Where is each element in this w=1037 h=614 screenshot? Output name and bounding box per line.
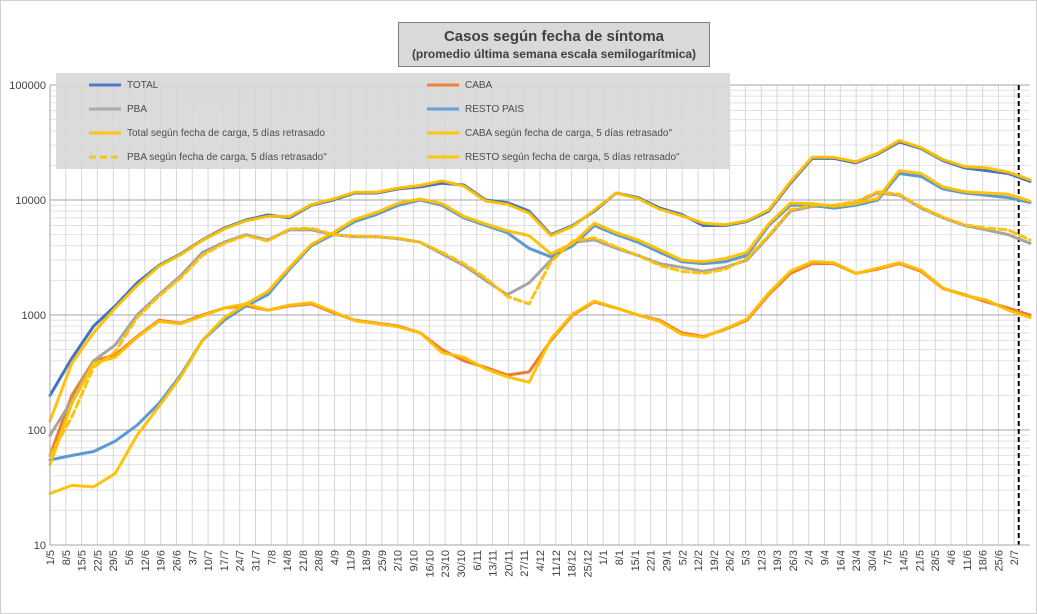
- x-tick-label: 25/9: [377, 550, 389, 571]
- x-tick-label: 2/4: [804, 550, 816, 565]
- x-tick-label: 12/2: [693, 550, 705, 571]
- legend-label: Total según fecha de carga, 5 días retra…: [127, 127, 325, 139]
- x-tick-label: 5/6: [124, 550, 136, 565]
- x-tick-label: 26/6: [171, 550, 183, 571]
- legend-item: Total según fecha de carga, 5 días retra…: [88, 125, 325, 141]
- x-tick-label: 19/3: [772, 550, 784, 571]
- series-line-5: [48, 260, 1032, 467]
- x-tick-label: 25/6: [993, 550, 1005, 571]
- legend-swatch: [426, 103, 460, 115]
- legend-swatch: [88, 151, 122, 163]
- series-line-4: [48, 138, 1032, 423]
- x-tick-label: 2/10: [393, 550, 405, 571]
- x-tick-label: 3/7: [187, 550, 199, 565]
- x-tick-label: 23/4: [851, 550, 863, 571]
- x-tick-label: 19/6: [156, 550, 168, 571]
- x-tick-label: 5/3: [740, 550, 752, 565]
- x-tick-label: 18/12: [567, 550, 579, 578]
- x-tick-label: 28/8: [314, 550, 326, 571]
- x-tick-label: 15/1: [630, 550, 642, 571]
- legend-label: RESTO PAIS: [465, 103, 525, 115]
- chart-title-box: Casos según fecha de síntoma (promedio ú…: [398, 22, 710, 67]
- x-tick-label: 4/6: [946, 550, 958, 565]
- x-tick-label: 18/9: [361, 550, 373, 571]
- x-tick-label: 28/5: [930, 550, 942, 571]
- legend-item: RESTO según fecha de carga, 5 días retra…: [426, 149, 680, 165]
- x-tick-label: 12/6: [140, 550, 152, 571]
- x-tick-label: 19/2: [709, 550, 721, 571]
- legend-swatch: [426, 151, 460, 163]
- x-tick-label: 18/6: [978, 550, 990, 571]
- x-tick-label: 22/5: [92, 550, 104, 571]
- y-tick-label: 1000: [22, 310, 46, 322]
- x-tick-label: 31/7: [250, 550, 262, 571]
- legend-item: PBA según fecha de carga, 5 días retrasa…: [88, 149, 327, 165]
- series-line-6: [48, 190, 1032, 457]
- legend-item: CABA: [426, 77, 492, 93]
- x-tick-label: 12/3: [756, 550, 768, 571]
- x-tick-label: 7/8: [266, 550, 278, 565]
- legend-swatch: [88, 79, 122, 91]
- x-tick-label: 17/7: [219, 550, 231, 571]
- x-tick-label: 21/5: [914, 550, 926, 571]
- x-tick-label: 21/8: [298, 550, 310, 571]
- x-tick-label: 11/12: [551, 550, 563, 577]
- legend-label: PBA: [127, 103, 148, 115]
- legend-item: TOTAL: [88, 77, 158, 93]
- legend-swatch: [426, 79, 460, 91]
- x-tick-label: 7/5: [883, 550, 895, 565]
- x-tick-label: 9/4: [820, 550, 832, 565]
- chart-title: Casos según fecha de síntoma: [443, 28, 665, 45]
- x-tick-label: 26/3: [788, 550, 800, 571]
- series-line-7: [48, 169, 1032, 496]
- x-tick-label: 1/5: [45, 550, 57, 565]
- y-tick-label: 10000: [15, 195, 46, 207]
- x-tick-label: 29/1: [661, 550, 673, 571]
- x-tick-label: 16/10: [424, 550, 436, 578]
- y-tick-label: 100000: [9, 80, 46, 92]
- x-tick-label: 11/6: [962, 550, 974, 571]
- x-tick-label: 9/10: [409, 550, 421, 571]
- x-tick-label: 20/11: [503, 550, 515, 577]
- x-tick-label: 15/5: [77, 550, 89, 571]
- x-tick-label: 4/12: [535, 550, 547, 571]
- x-tick-label: 5/2: [677, 550, 689, 565]
- legend-label: CABA según fecha de carga, 5 días retras…: [465, 127, 673, 139]
- legend-swatch: [88, 103, 122, 115]
- x-tick-label: 23/10: [440, 550, 452, 578]
- legend-swatch: [426, 127, 460, 139]
- x-tick-label: 8/5: [61, 550, 73, 565]
- x-tick-label: 2/7: [1009, 550, 1021, 565]
- x-tick-label: 14/8: [282, 550, 294, 571]
- legend-label: TOTAL: [127, 79, 159, 91]
- y-tick-label: 10: [34, 540, 46, 552]
- x-tick-label: 14/5: [899, 550, 911, 571]
- legend-item: PBA: [88, 101, 147, 117]
- x-tick-label: 27/11: [519, 550, 531, 577]
- x-tick-label: 13/11: [488, 550, 500, 577]
- legend-item: CABA según fecha de carga, 5 días retras…: [426, 125, 672, 141]
- x-tick-label: 1/1: [598, 550, 610, 565]
- legend-item: RESTO PAIS: [426, 101, 524, 117]
- x-tick-label: 11/9: [345, 550, 357, 571]
- chart-subtitle: (promedio última semana escala semilogar…: [411, 47, 697, 61]
- x-tick-label: 16/4: [835, 550, 847, 571]
- legend-label: CABA: [465, 79, 493, 91]
- x-tick-label: 26/2: [725, 550, 737, 571]
- legend-label: PBA según fecha de carga, 5 días retrasa…: [127, 151, 327, 163]
- x-tick-label: 4/9: [330, 550, 342, 565]
- x-tick-label: 10/7: [203, 550, 215, 571]
- x-tick-label: 6/11: [472, 550, 484, 571]
- x-tick-label: 22/1: [646, 550, 658, 571]
- x-tick-label: 30/10: [456, 550, 468, 578]
- y-tick-label: 100: [28, 425, 46, 437]
- x-tick-label: 29/5: [108, 550, 120, 571]
- legend-swatch: [88, 127, 122, 139]
- legend-label: RESTO según fecha de carga, 5 días retra…: [465, 151, 680, 163]
- x-tick-label: 25/12: [582, 550, 594, 578]
- x-tick-label: 8/1: [614, 550, 626, 565]
- x-tick-label: 24/7: [235, 550, 247, 571]
- x-tick-label: 30/4: [867, 550, 879, 571]
- legend: TOTAL CABA PBA RESTO PAIS Total según fecha …: [56, 73, 730, 169]
